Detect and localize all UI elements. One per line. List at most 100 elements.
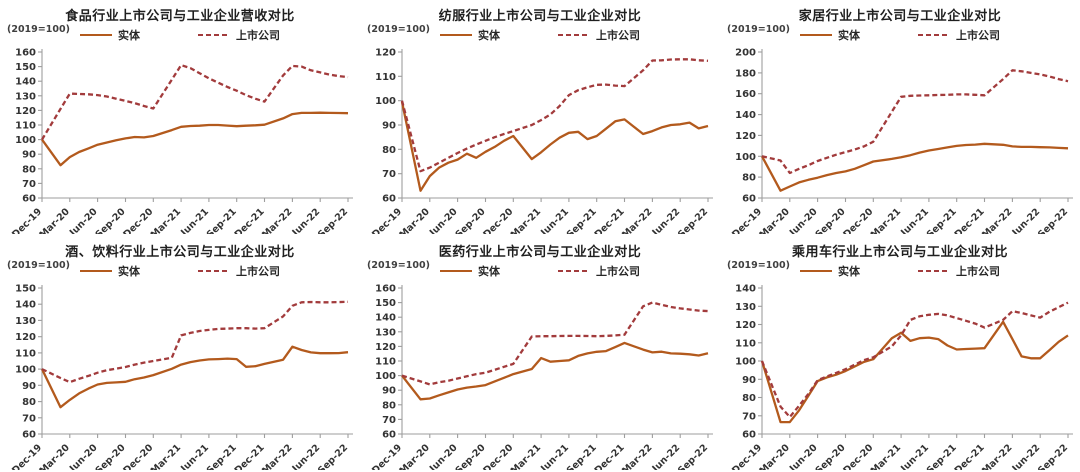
svg-text:Mar-22: Mar-22: [620, 442, 654, 470]
legend-item-shangshi: 上市公司: [918, 263, 1000, 279]
legend-item-shiti: 实体: [80, 263, 140, 279]
svg-text:90: 90: [22, 381, 36, 392]
axis-unit-label: (2019=100): [7, 24, 70, 35]
svg-text:70: 70: [22, 413, 36, 424]
svg-text:140: 140: [15, 77, 36, 88]
svg-text:Mar-22: Mar-22: [260, 206, 294, 234]
legend-item-shiti: 实体: [80, 27, 140, 43]
svg-text:Mar-22: Mar-22: [260, 442, 294, 470]
line-chart-home-furnishing: 6080100120140160180200Dec-19Mar-20Jun-20…: [730, 48, 1073, 234]
svg-text:200: 200: [735, 48, 756, 59]
svg-text:140: 140: [375, 313, 396, 324]
legend-item-shiti: 实体: [800, 27, 860, 43]
svg-text:130: 130: [15, 316, 36, 327]
svg-text:Dec-20: Dec-20: [121, 442, 155, 470]
svg-text:Jun-21: Jun-21: [898, 206, 931, 234]
svg-text:120: 120: [375, 48, 396, 59]
svg-text:Sep-20: Sep-20: [454, 442, 488, 470]
svg-text:Mar-21: Mar-21: [509, 206, 543, 234]
svg-text:130: 130: [735, 302, 756, 313]
legend-label-shangshi: 上市公司: [956, 29, 1000, 42]
svg-text:140: 140: [735, 284, 756, 295]
svg-text:110: 110: [375, 357, 396, 368]
legend-solid-line-swatch: [800, 269, 832, 273]
svg-text:Dec-19: Dec-19: [730, 442, 764, 470]
axis-unit-label: (2019=100): [727, 260, 790, 271]
legend-label-shiti: 实体: [118, 265, 140, 278]
svg-text:Jun-22: Jun-22: [650, 206, 683, 234]
svg-text:80: 80: [742, 393, 756, 404]
legend-item-shiti: 实体: [440, 263, 500, 279]
svg-text:Mar-21: Mar-21: [149, 206, 183, 234]
svg-text:Sep-20: Sep-20: [94, 206, 128, 234]
legend-item-shangshi: 上市公司: [198, 263, 280, 279]
svg-text:Sep-22: Sep-22: [1036, 442, 1070, 470]
svg-text:110: 110: [15, 121, 36, 132]
svg-text:Mar-20: Mar-20: [37, 442, 72, 470]
legend-dashed-line-swatch: [198, 269, 230, 273]
svg-text:80: 80: [22, 164, 36, 175]
axis-unit-label: (2019=100): [7, 260, 70, 271]
svg-text:Jun-21: Jun-21: [898, 442, 931, 470]
svg-text:Sep-21: Sep-21: [565, 206, 599, 234]
svg-text:100: 100: [15, 365, 36, 376]
svg-text:60: 60: [22, 194, 36, 205]
svg-text:Jun-22: Jun-22: [290, 206, 323, 234]
chart-title: 食品行业上市公司与工业企业营收对比: [65, 9, 295, 24]
svg-text:Jun-21: Jun-21: [538, 206, 571, 234]
legend: 实体 上市公司: [360, 27, 720, 43]
legend-dashed-line-swatch: [918, 269, 950, 273]
svg-text:Dec-21: Dec-21: [953, 442, 987, 470]
svg-text:60: 60: [22, 430, 36, 441]
legend-label-shiti: 实体: [838, 265, 860, 278]
axis-unit-label: (2019=100): [727, 24, 790, 35]
svg-text:130: 130: [15, 91, 36, 102]
svg-text:60: 60: [382, 194, 396, 205]
legend-solid-line-swatch: [80, 33, 112, 37]
svg-text:Mar-22: Mar-22: [980, 206, 1014, 234]
svg-text:Sep-20: Sep-20: [814, 206, 848, 234]
legend-item-shiti: 实体: [440, 27, 500, 43]
svg-text:120: 120: [735, 320, 756, 331]
legend-solid-line-swatch: [440, 33, 472, 37]
svg-text:Dec-21: Dec-21: [233, 442, 267, 470]
legend-item-shangshi: 上市公司: [198, 27, 280, 43]
chart-title: 纺服行业上市公司与工业企业对比: [438, 9, 642, 24]
svg-text:Sep-21: Sep-21: [565, 442, 599, 470]
svg-text:Dec-19: Dec-19: [730, 206, 764, 234]
svg-text:Sep-20: Sep-20: [94, 442, 128, 470]
svg-text:160: 160: [15, 48, 36, 59]
svg-text:Dec-21: Dec-21: [233, 206, 267, 234]
svg-text:Dec-19: Dec-19: [370, 442, 404, 470]
legend-label-shiti: 实体: [838, 29, 860, 42]
svg-text:Sep-21: Sep-21: [925, 206, 959, 234]
svg-text:Dec-19: Dec-19: [10, 206, 44, 234]
svg-text:Mar-21: Mar-21: [869, 442, 903, 470]
svg-text:Sep-22: Sep-22: [676, 206, 710, 234]
svg-text:110: 110: [15, 348, 36, 359]
svg-text:80: 80: [382, 145, 396, 156]
legend: 实体 上市公司: [0, 263, 360, 279]
svg-text:Sep-22: Sep-22: [316, 206, 350, 234]
svg-text:120: 120: [735, 131, 756, 142]
legend-label-shiti: 实体: [118, 29, 140, 42]
svg-text:60: 60: [742, 194, 756, 205]
chart-panel-home-furnishing: 家居行业上市公司与工业企业对比 (2019=100) 实体 上市公司 60 80 1…: [720, 0, 1080, 236]
line-chart-textile: 60708090100110120Dec-19Mar-20Jun-20Sep-2…: [370, 48, 713, 234]
svg-text:Dec-21: Dec-21: [593, 442, 627, 470]
svg-text:100: 100: [735, 357, 756, 368]
svg-text:Sep-21: Sep-21: [925, 442, 959, 470]
svg-text:Mar-22: Mar-22: [620, 206, 654, 234]
chart-title: 乘用车行业上市公司与工业企业对比: [791, 245, 1008, 260]
svg-text:Jun-21: Jun-21: [538, 442, 571, 470]
svg-text:Dec-20: Dec-20: [841, 206, 875, 234]
legend-label-shangshi: 上市公司: [596, 29, 640, 42]
legend: 实体 上市公司: [360, 263, 720, 279]
legend-label-shangshi: 上市公司: [236, 265, 280, 278]
svg-text:Dec-21: Dec-21: [953, 206, 987, 234]
svg-text:100: 100: [735, 152, 756, 163]
svg-text:100: 100: [375, 96, 396, 107]
svg-text:120: 120: [375, 342, 396, 353]
